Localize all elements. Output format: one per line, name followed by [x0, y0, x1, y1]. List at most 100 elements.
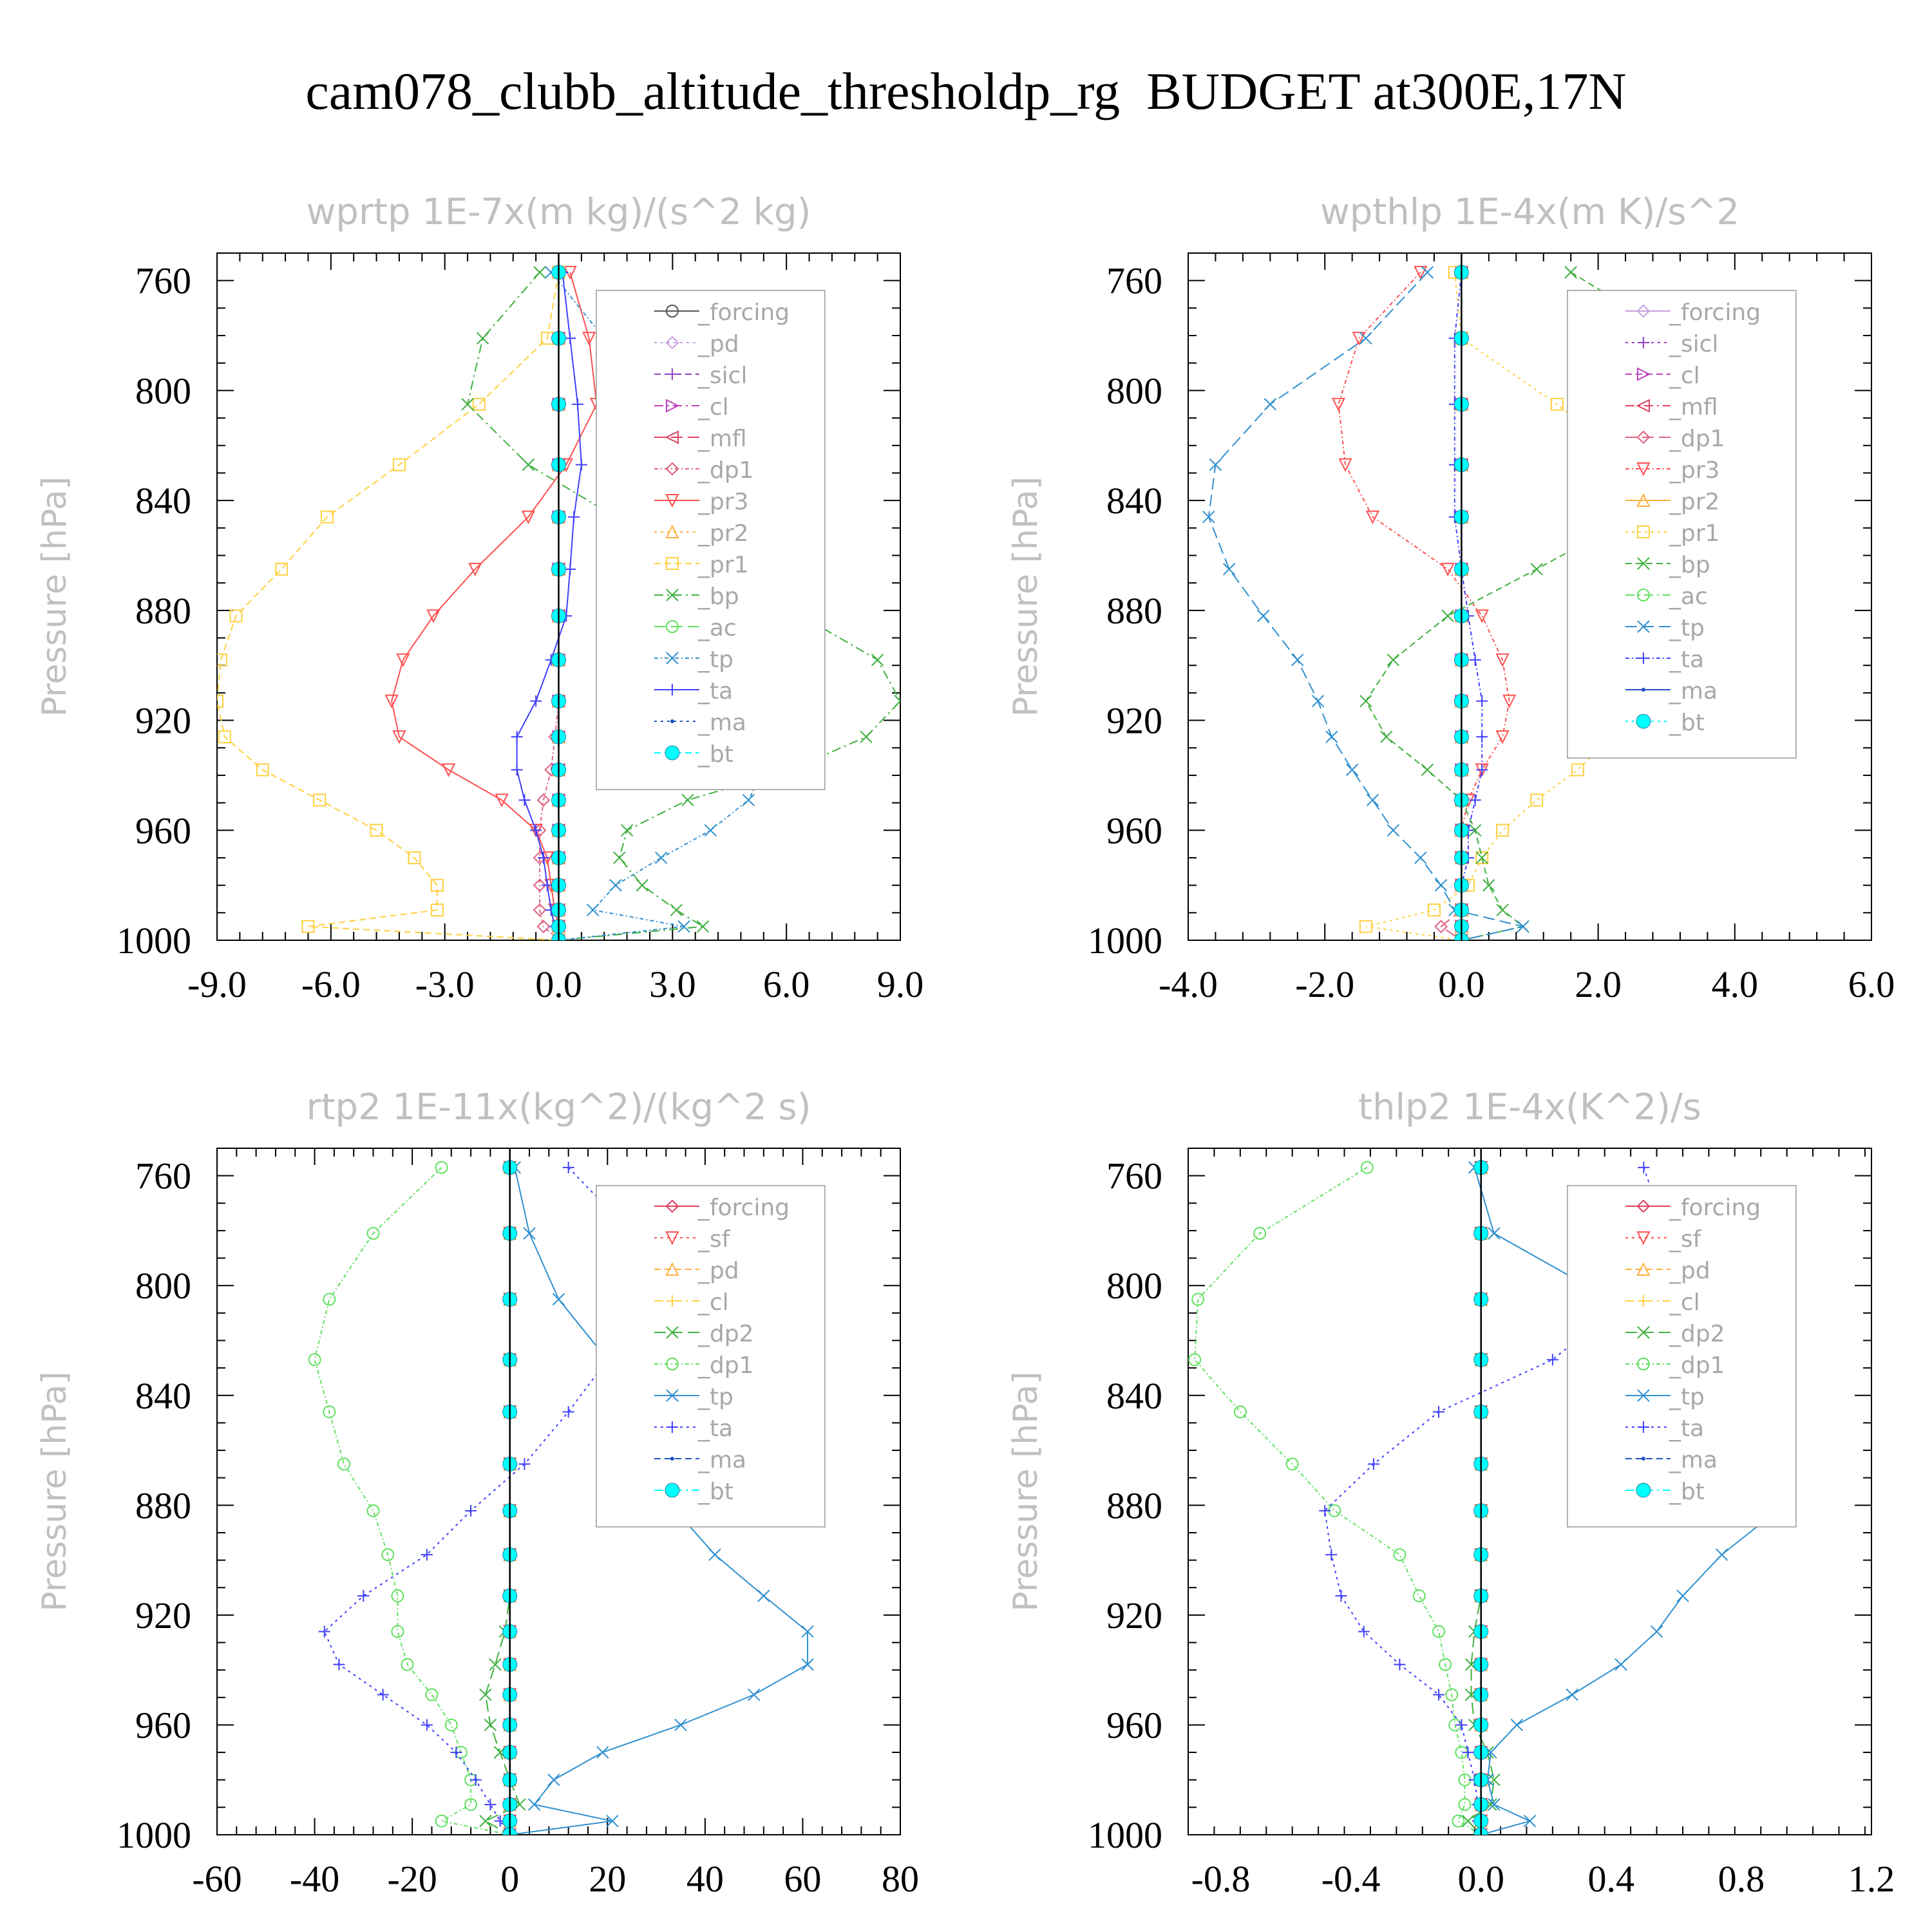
data-point — [757, 1589, 770, 1602]
legend-label: _bt — [697, 741, 734, 768]
legend-marker — [1637, 620, 1650, 633]
legend-label: _pr3 — [697, 489, 749, 515]
legend-label: _forcing — [697, 1195, 790, 1221]
data-point — [337, 1457, 351, 1471]
data-point — [1530, 563, 1543, 576]
data-point — [441, 763, 456, 777]
legend-marker — [1636, 462, 1651, 477]
legend-marker — [1636, 714, 1651, 729]
x-tick-label: 4.0 — [1712, 963, 1759, 1005]
data-point — [318, 1625, 330, 1638]
y-axis-label: Pressure [hPa] — [35, 1372, 74, 1612]
data-point — [1469, 794, 1481, 806]
data-point — [366, 1227, 380, 1240]
data-point — [1571, 763, 1584, 777]
legend-marker — [665, 462, 679, 476]
data-point — [408, 851, 421, 864]
data-point — [1202, 511, 1215, 524]
legend-label: _bt — [697, 1479, 734, 1505]
legend-label: _mfl — [697, 426, 747, 452]
data-point — [472, 397, 486, 411]
data-point — [1427, 904, 1441, 917]
legend-marker — [1641, 688, 1645, 692]
data-point — [479, 1814, 492, 1828]
legend-label: _pr1 — [1669, 520, 1720, 547]
data-point — [495, 793, 509, 808]
data-point — [370, 824, 383, 837]
data-point — [217, 653, 227, 667]
legend-marker — [1636, 1262, 1651, 1276]
data-point — [518, 794, 531, 806]
legend-marker — [665, 336, 679, 350]
data-point — [1393, 1548, 1406, 1562]
x-tick-label: -4.0 — [1159, 963, 1218, 1005]
data-point — [1530, 793, 1544, 807]
data-point — [677, 920, 690, 933]
data-point — [308, 1353, 321, 1367]
data-point — [391, 1625, 404, 1638]
data-point — [1222, 563, 1236, 576]
legend-marker — [1636, 493, 1651, 507]
legend-label: _ac — [697, 615, 737, 641]
data-point — [476, 332, 489, 345]
series-line-tp — [1208, 272, 1524, 940]
data-point — [1676, 1589, 1689, 1602]
data-point — [1439, 1658, 1452, 1671]
data-point — [1715, 1548, 1728, 1561]
data-point — [1432, 1625, 1446, 1638]
x-tick-label: 40 — [687, 1858, 724, 1900]
legend-label: _cl — [697, 1289, 729, 1316]
data-point — [571, 398, 583, 410]
data-point — [654, 851, 668, 864]
data-point — [392, 458, 406, 471]
data-point — [469, 1774, 482, 1786]
data-point — [575, 459, 587, 471]
data-point — [479, 1688, 492, 1701]
legend-label: _dp1 — [697, 457, 754, 484]
data-point — [1550, 397, 1564, 411]
x-tick-label: 80 — [882, 1858, 919, 1900]
data-point — [1285, 1457, 1299, 1471]
series-line-pr3 — [1338, 272, 1510, 940]
legend-label: _pr2 — [697, 520, 749, 547]
data-point — [1496, 904, 1509, 916]
data-point — [1365, 510, 1380, 524]
legend-label: _sicl — [1669, 331, 1719, 357]
data-point — [1441, 609, 1454, 623]
data-point — [1458, 1798, 1472, 1812]
data-point — [1360, 1160, 1374, 1174]
data-point — [401, 1658, 414, 1671]
legend-marker — [670, 719, 674, 723]
legend-box — [596, 1185, 826, 1528]
data-point — [1414, 265, 1428, 280]
legend-label: _cl — [1669, 1289, 1700, 1316]
panel-title: rtp2 1E-11x(kg^2)/(kg^2 s) — [307, 1086, 811, 1128]
data-point — [582, 332, 596, 346]
data-point — [670, 904, 683, 916]
x-tick-label: 3.0 — [649, 963, 696, 1005]
legend-box — [1567, 290, 1797, 759]
series-line-dp1 — [314, 1167, 510, 1835]
data-point — [1209, 458, 1222, 471]
panel-title: wprtp 1E-7x(m kg)/(s^2 kg) — [307, 191, 811, 233]
data-point — [511, 731, 523, 743]
y-axis-label: Pressure [hPa] — [35, 477, 74, 717]
legend-marker — [665, 1358, 679, 1370]
y-tick-label: 800 — [1106, 1265, 1162, 1307]
data-point — [1488, 1798, 1501, 1811]
legend-marker — [665, 1262, 679, 1276]
legend-marker — [1641, 1457, 1645, 1461]
legend-label: _ta — [697, 1416, 733, 1442]
legend-marker — [1637, 1326, 1650, 1339]
legend-label: _pr2 — [1669, 489, 1720, 515]
x-tick-label: 2.0 — [1575, 963, 1622, 1005]
y-tick-label: 880 — [1106, 590, 1162, 632]
x-tick-label: -0.8 — [1191, 1858, 1251, 1900]
y-tick-label: 960 — [135, 810, 191, 851]
data-point — [1311, 694, 1325, 708]
data-point — [564, 332, 576, 345]
data-point — [1414, 851, 1427, 864]
legend-marker — [665, 399, 680, 413]
data-point — [435, 1160, 448, 1174]
